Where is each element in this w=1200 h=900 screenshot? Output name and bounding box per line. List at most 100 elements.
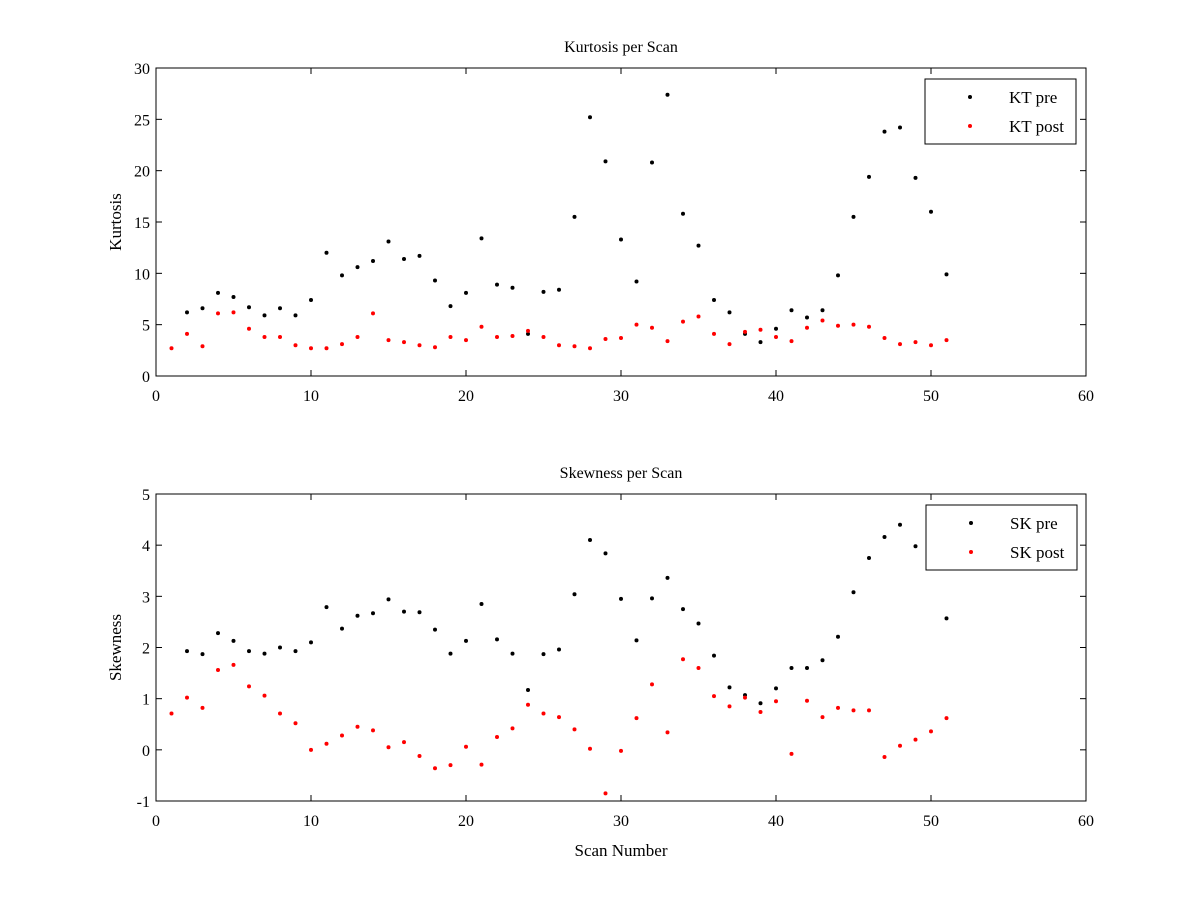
skewness-data-point [665, 575, 670, 580]
kurtosis-data-point [200, 306, 205, 311]
skewness-y-tick-label: 4 [142, 538, 150, 555]
skewness-data-point [541, 711, 546, 716]
skewness-data-point [402, 609, 406, 614]
kurtosis-data-point [665, 339, 670, 344]
skewness-x-tick-label: 0 [152, 813, 160, 830]
skewness-y-tick-label: 5 [142, 487, 150, 504]
kurtosis-data-point [743, 329, 747, 334]
kurtosis-data-point [851, 214, 856, 219]
skewness-data-point [944, 616, 949, 621]
skewness-data-point [619, 748, 623, 753]
skewness-data-point [650, 682, 654, 687]
kurtosis-data-point [805, 325, 809, 330]
kurtosis-data-point [293, 343, 298, 348]
skewness-data-point [820, 658, 825, 663]
kurtosis-y-tick-label: 5 [142, 318, 150, 335]
skewness-data-point [293, 649, 298, 654]
kurtosis-x-tick-label: 50 [923, 388, 939, 405]
skewness-data-point [433, 766, 437, 771]
skewness-x-tick-label: 60 [1078, 813, 1094, 830]
skewness-data-point [386, 745, 391, 750]
kurtosis-data-point [758, 327, 763, 332]
skewness-data-point [805, 698, 809, 703]
kurtosis-data-point [882, 129, 887, 134]
skewness-data-point [727, 685, 732, 690]
skewness-data-point [882, 754, 887, 759]
skewness-y-tick-label: -1 [137, 794, 150, 811]
skewness-legend-box [925, 504, 1078, 571]
skewness-data-point [216, 668, 220, 673]
skewness-x-tick-label: 10 [303, 813, 319, 830]
skewness-y-tick-label: 0 [142, 743, 150, 760]
skewness-data-point [293, 721, 298, 726]
skewness-data-point [557, 715, 561, 720]
kurtosis-data-point [774, 334, 778, 339]
skewness-data-point [200, 705, 205, 710]
skewness-x-tick-label: 30 [613, 813, 629, 830]
skewness-data-point [185, 695, 189, 700]
kurtosis-legend-box [924, 78, 1077, 145]
skewness-data-point [448, 763, 453, 768]
skewness-data-point [681, 607, 685, 612]
kurtosis-y-tick-label: 30 [134, 61, 150, 78]
skewness-data-point [262, 693, 267, 698]
kurtosis-series-0 [185, 92, 949, 345]
skewness-x-tick-label: 20 [458, 813, 474, 830]
skewness-legend-marker [969, 521, 973, 525]
kurtosis-data-point [774, 326, 778, 331]
skewness-data-point [278, 711, 282, 716]
skewness-legend-label: SK post [1010, 543, 1065, 562]
skewness-data-point [526, 687, 530, 692]
skewness-data-point [820, 715, 825, 720]
skewness-data-point [588, 746, 592, 751]
skewness-data-point [278, 645, 282, 650]
skewness-data-point [603, 551, 608, 556]
kurtosis-data-point [898, 342, 902, 347]
kurtosis-data-point [557, 287, 561, 292]
kurtosis-data-point [541, 289, 546, 294]
kurtosis-data-point [588, 115, 592, 120]
skewness-data-point [479, 602, 484, 607]
kurtosis-x-tick-label: 60 [1078, 388, 1094, 405]
kurtosis-legend-marker [968, 124, 972, 128]
kurtosis-x-tick-label: 40 [768, 388, 784, 405]
kurtosis-data-point [541, 334, 546, 339]
skewness-data-point [231, 662, 236, 667]
kurtosis-data-point [262, 334, 267, 339]
kurtosis-data-point [913, 175, 918, 180]
skewness-data-point [448, 651, 453, 656]
kurtosis-data-point [898, 125, 902, 130]
kurtosis-data-point [309, 298, 313, 303]
skewness-data-point [836, 705, 840, 710]
kurtosis-data-point [433, 345, 437, 350]
skewness-data-point [495, 637, 499, 642]
skewness-legend: SK pre SK post [925, 504, 1078, 571]
kurtosis-data-point [216, 311, 220, 316]
kurtosis-data-point [619, 336, 623, 341]
kurtosis-legend-marker [968, 95, 972, 99]
kurtosis-data-point [929, 209, 933, 214]
kurtosis-x-tick-label: 0 [152, 388, 160, 405]
skewness-data-point [340, 733, 344, 738]
kurtosis-y-tick-label: 20 [134, 164, 150, 181]
kurtosis-data-point [727, 310, 732, 315]
skewness-y-tick-label: 3 [142, 589, 150, 606]
kurtosis-data-point [588, 346, 592, 351]
skewness-data-point [402, 740, 406, 745]
skewness-data-point [185, 649, 189, 654]
kurtosis-data-point [355, 334, 360, 339]
kurtosis-data-point [464, 290, 468, 295]
skewness-data-point [216, 631, 220, 636]
skewness-data-point [789, 665, 794, 670]
kurtosis-data-point [867, 324, 871, 329]
skewness-data-point [898, 522, 902, 527]
kurtosis-data-point [650, 160, 654, 165]
skewness-data-point [495, 735, 499, 740]
kurtosis-data-point [433, 278, 437, 283]
skewness-data-point [572, 592, 577, 597]
kurtosis-data-point [913, 340, 918, 345]
skewness-data-point [324, 605, 329, 610]
kurtosis-data-point [805, 315, 809, 320]
skewness-data-point [572, 727, 577, 732]
